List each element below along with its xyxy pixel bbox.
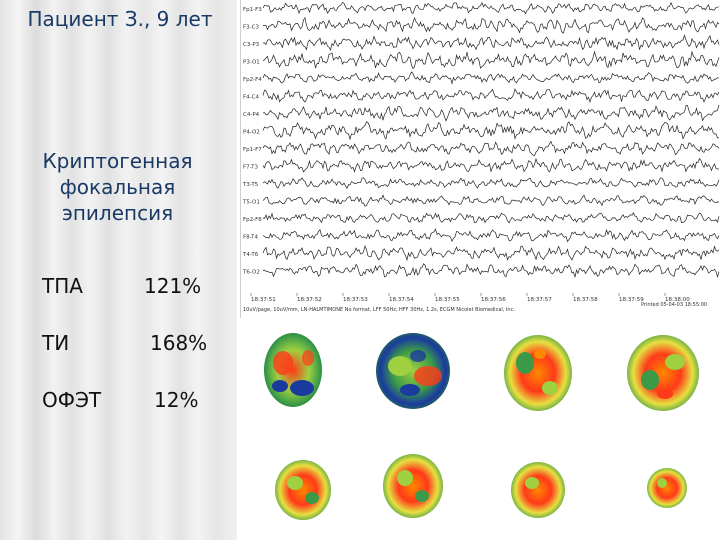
eeg-timestamp: 18:37:54 [389, 297, 414, 303]
eeg-channel-label: P3-O1 [243, 60, 260, 66]
spect-scan-1 [264, 333, 322, 407]
spect-scan-7 [511, 462, 565, 518]
eeg-trace [262, 34, 720, 51]
eeg-channel-label: Fp1-F7 [243, 147, 262, 153]
eeg-channel-label: C3-P3 [243, 42, 260, 48]
spect-images [250, 318, 720, 540]
eeg-channel-label: F7-T3 [243, 165, 259, 171]
spect-scan-4 [627, 335, 699, 411]
eeg-trace [262, 140, 720, 157]
eeg-timestamp: 18:38:00 [665, 297, 690, 303]
eeg-timestamp: 18:37:59 [619, 297, 644, 303]
eeg-channel-label: T5-O1 [242, 200, 260, 206]
eeg-trace [262, 177, 720, 190]
eeg-recording: Fp1-F3 F3-C3 C3-P3 P3-O1 Fp2-F4 F4-C4 C4-P4 P4-… [240, 0, 720, 318]
eeg-channel-label: F8-T4 [243, 235, 259, 241]
eeg-trace [262, 50, 720, 70]
eeg-channel-label: T3-T5 [242, 182, 259, 188]
eeg-trace [262, 88, 720, 104]
eeg-trace [262, 16, 720, 34]
metric-label-tpa: ТПА [42, 274, 83, 298]
eeg-trace [262, 104, 720, 122]
metric-value-tpa: 121% [144, 274, 202, 298]
eeg-channel-label: Fp2-F4 [243, 77, 262, 83]
eeg-timestamp: 18:37:56 [481, 297, 506, 303]
eeg-channel-label: Fp2-F8 [243, 217, 262, 223]
eeg-timestamp: 18:37:58 [573, 297, 598, 303]
diagnosis-text: Криптогенная фокальная эпилепсия [42, 149, 193, 225]
eeg-trace [262, 194, 720, 207]
left-panel [0, 0, 237, 540]
spect-scan-8 [647, 468, 687, 508]
metric-value-ti: 168% [150, 331, 208, 355]
spect-scan-6 [383, 454, 443, 518]
eeg-trace [262, 157, 719, 173]
eeg-trace [262, 244, 720, 262]
spect-scan-grid [264, 333, 699, 520]
eeg-channel-label: C4-P4 [243, 112, 260, 118]
eeg-channel-label: Fp1-F3 [243, 7, 262, 13]
eeg-footer: 10uV/page, 10uV/mm, LN-HALMTIMONE No for… [243, 307, 515, 313]
spect-scan-3 [504, 335, 572, 411]
eeg-traces: Fp1-F3 F3-C3 C3-P3 P3-O1 Fp2-F4 F4-C4 C4-P4 P4-… [242, 1, 720, 313]
eeg-timestamp: 18:37:57 [527, 297, 552, 303]
eeg-trace [262, 228, 720, 243]
metric-label-spect: ОФЭТ [42, 388, 102, 412]
eeg-trace [262, 1, 720, 15]
eeg-channel-label: F3-C3 [243, 25, 259, 31]
eeg-channel-label: T6-O2 [242, 270, 260, 276]
eeg-timestamp: 18:37:55 [435, 297, 460, 303]
eeg-channel-label: P4-O2 [243, 130, 260, 136]
eeg-trace [262, 263, 720, 279]
metric-label-ti: ТИ [42, 331, 70, 355]
eeg-channel-label: T4-T6 [242, 252, 259, 258]
spect-scan-2 [376, 333, 450, 409]
eeg-timestamp: 18:37:52 [297, 297, 322, 303]
eeg-timestamp: 18:37:51 [251, 297, 276, 303]
eeg-trace [262, 71, 720, 85]
eeg-channel-label: F4-C4 [243, 95, 259, 101]
patient-title: Пациент З., 9 лет [27, 7, 213, 31]
eeg-trace [262, 212, 720, 224]
eeg-timestamp: 18:37:53 [343, 297, 368, 303]
eeg-trace [262, 121, 719, 141]
eeg-print-date: Printed 05-04-03 18:55:00 [641, 302, 707, 308]
spect-scan-5 [275, 460, 331, 520]
metric-value-spect: 12% [154, 388, 199, 412]
